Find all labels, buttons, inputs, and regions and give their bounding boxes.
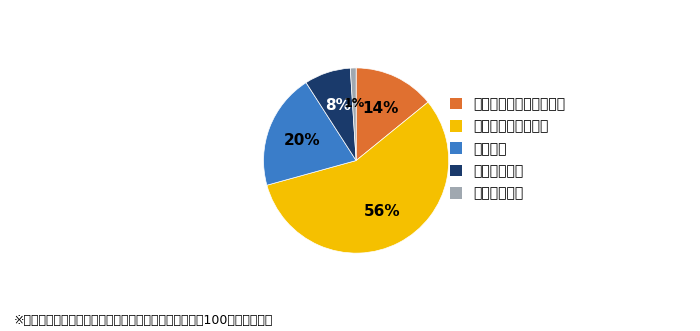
Text: 1%: 1% bbox=[344, 97, 365, 110]
Wedge shape bbox=[350, 68, 356, 161]
Wedge shape bbox=[267, 102, 449, 253]
Text: 20%: 20% bbox=[284, 132, 321, 148]
Legend: 内容を含めて知っている, 名称だけ知っている, 知らない, 全く知らない, わかりづらい: 内容を含めて知っている, 名称だけ知っている, 知らない, 全く知らない, わか… bbox=[444, 92, 571, 206]
Text: 56%: 56% bbox=[364, 204, 400, 219]
Text: ※小数点以下を四捨五入しているため、必ずしも合計が100にならない。: ※小数点以下を四捨五入しているため、必ずしも合計が100にならない。 bbox=[14, 314, 274, 327]
Wedge shape bbox=[263, 83, 356, 185]
Wedge shape bbox=[306, 68, 356, 161]
Text: 14%: 14% bbox=[363, 101, 399, 116]
Text: 8%: 8% bbox=[326, 99, 351, 114]
Wedge shape bbox=[356, 68, 428, 161]
